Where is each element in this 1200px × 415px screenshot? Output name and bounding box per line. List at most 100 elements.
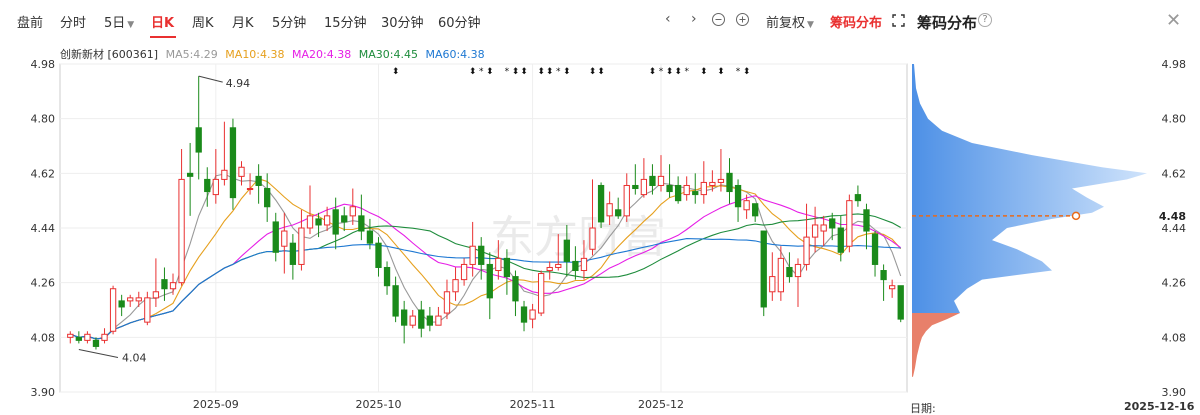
ma20-line bbox=[70, 195, 902, 340]
event-marker: ⬍ bbox=[469, 67, 477, 77]
candle-body bbox=[186, 172, 194, 177]
zoom-out-icon[interactable] bbox=[711, 12, 726, 31]
candle bbox=[375, 237, 382, 277]
candle-body bbox=[238, 166, 245, 177]
candle bbox=[478, 237, 485, 280]
tab-weekly-k[interactable]: 周K bbox=[192, 16, 214, 31]
candle bbox=[897, 285, 904, 323]
event-marker: ⬍ bbox=[537, 67, 545, 77]
event-marker: ⬍ bbox=[392, 67, 400, 77]
chip-panel-title: 筹码分布 bbox=[917, 14, 978, 32]
current-price-label: 4.48 bbox=[1159, 210, 1186, 223]
candle bbox=[195, 76, 202, 180]
y-tick-label: 4.26 bbox=[31, 277, 56, 290]
tab-5day[interactable]: 5日 ▼ bbox=[104, 12, 134, 31]
candle bbox=[717, 149, 725, 192]
chip-tick-label: 4.08 bbox=[1162, 331, 1187, 344]
question-icon[interactable]: ? bbox=[978, 13, 992, 27]
candle-body bbox=[349, 206, 356, 217]
tab-30min[interactable]: 30分钟 bbox=[381, 16, 424, 31]
candle-body bbox=[871, 233, 879, 265]
ma-legend: 创新新材 [600361] MA5:4.29 MA10:4.38 MA20:4.… bbox=[60, 46, 489, 62]
candle bbox=[889, 279, 896, 298]
close-icon[interactable]: ✕ bbox=[1166, 10, 1182, 31]
adjust-dropdown[interactable]: 前复权 ▼ bbox=[766, 12, 814, 31]
high-pointer bbox=[198, 75, 223, 83]
tab-60min[interactable]: 60分钟 bbox=[438, 16, 481, 31]
chip-tick-label: 4.44 bbox=[1162, 222, 1187, 235]
candle bbox=[178, 149, 185, 286]
chevron-left-icon[interactable]: ‹ bbox=[665, 11, 671, 27]
candle bbox=[495, 240, 502, 280]
candle bbox=[109, 285, 117, 335]
candle bbox=[358, 194, 365, 241]
y-tick-label: 4.62 bbox=[31, 167, 56, 180]
candle bbox=[811, 206, 819, 253]
event-marker: * bbox=[684, 67, 689, 77]
chip-loss-area bbox=[912, 64, 1147, 314]
candle-body bbox=[426, 315, 434, 326]
candle bbox=[238, 161, 245, 186]
y-tick-label: 4.80 bbox=[31, 113, 56, 126]
y-tick-label: 3.90 bbox=[31, 386, 56, 399]
candle-body bbox=[92, 339, 100, 347]
chip-distribution-toggle[interactable]: 筹码分布 bbox=[830, 16, 883, 31]
candle bbox=[794, 258, 802, 307]
y-tick-label: 4.08 bbox=[31, 331, 56, 344]
candle-body bbox=[811, 224, 819, 238]
candle bbox=[443, 279, 451, 320]
expand-icon[interactable] bbox=[892, 14, 905, 27]
zoom-in-icon[interactable] bbox=[735, 12, 750, 31]
candle bbox=[306, 185, 314, 235]
tab-monthly-k[interactable]: 月K bbox=[232, 16, 254, 31]
chevron-right-icon[interactable]: › bbox=[691, 11, 697, 27]
event-marker: ⬍ bbox=[563, 67, 571, 77]
event-marker: * bbox=[556, 67, 561, 77]
candle-body bbox=[829, 218, 836, 229]
candle-body bbox=[820, 224, 827, 232]
candle-body bbox=[537, 273, 545, 314]
candle-body bbox=[84, 333, 91, 341]
event-marker: ⬍ bbox=[666, 67, 674, 77]
event-marker: ⬍ bbox=[520, 67, 528, 77]
candle bbox=[255, 164, 262, 204]
candle-body bbox=[863, 209, 870, 232]
candle bbox=[871, 231, 879, 277]
tab-daily-k[interactable]: 日K bbox=[151, 16, 175, 31]
candle-body bbox=[178, 178, 185, 284]
tab-intraday[interactable]: 分时 bbox=[60, 16, 87, 31]
tab-premarket[interactable]: 盘前 bbox=[17, 16, 44, 31]
candle bbox=[221, 121, 228, 186]
candle bbox=[760, 230, 767, 317]
candle bbox=[692, 173, 699, 204]
candle-body bbox=[161, 279, 168, 290]
candle bbox=[555, 234, 562, 271]
candle bbox=[315, 212, 322, 238]
low-pointer bbox=[78, 348, 119, 358]
candle-body bbox=[897, 285, 904, 320]
candle-body bbox=[460, 263, 468, 281]
date-value: 2025-12-16 bbox=[1124, 400, 1195, 413]
chip-tick-label: 4.26 bbox=[1162, 277, 1187, 290]
chip-distribution: 4.48 4.98 4.80 4.62 4.44 4.26 4.08 3.90 bbox=[912, 58, 1186, 399]
period-tabs: 盘前 分时 5日 ▼ 日K 周K 月K 5分钟 15分钟 30分钟 60分钟 bbox=[0, 0, 640, 42]
candle-body bbox=[546, 266, 553, 272]
candle bbox=[820, 215, 827, 247]
candles bbox=[67, 76, 904, 350]
tab-5min[interactable]: 5分钟 bbox=[272, 16, 307, 31]
candle-body bbox=[563, 239, 570, 262]
tab-15min[interactable]: 15分钟 bbox=[324, 16, 367, 31]
candle bbox=[572, 246, 579, 280]
candle bbox=[366, 218, 374, 250]
candle-body bbox=[195, 127, 202, 153]
adjust-label: 前复权 bbox=[766, 16, 806, 31]
candle-body bbox=[597, 184, 605, 223]
ma30-value: MA30:4.45 bbox=[358, 48, 418, 61]
stock-name: 创新新材 [600361] bbox=[60, 48, 159, 61]
candle-body bbox=[674, 184, 682, 202]
candle bbox=[700, 161, 707, 204]
candle-body bbox=[127, 297, 134, 302]
candle bbox=[67, 331, 74, 344]
candle bbox=[752, 203, 759, 222]
